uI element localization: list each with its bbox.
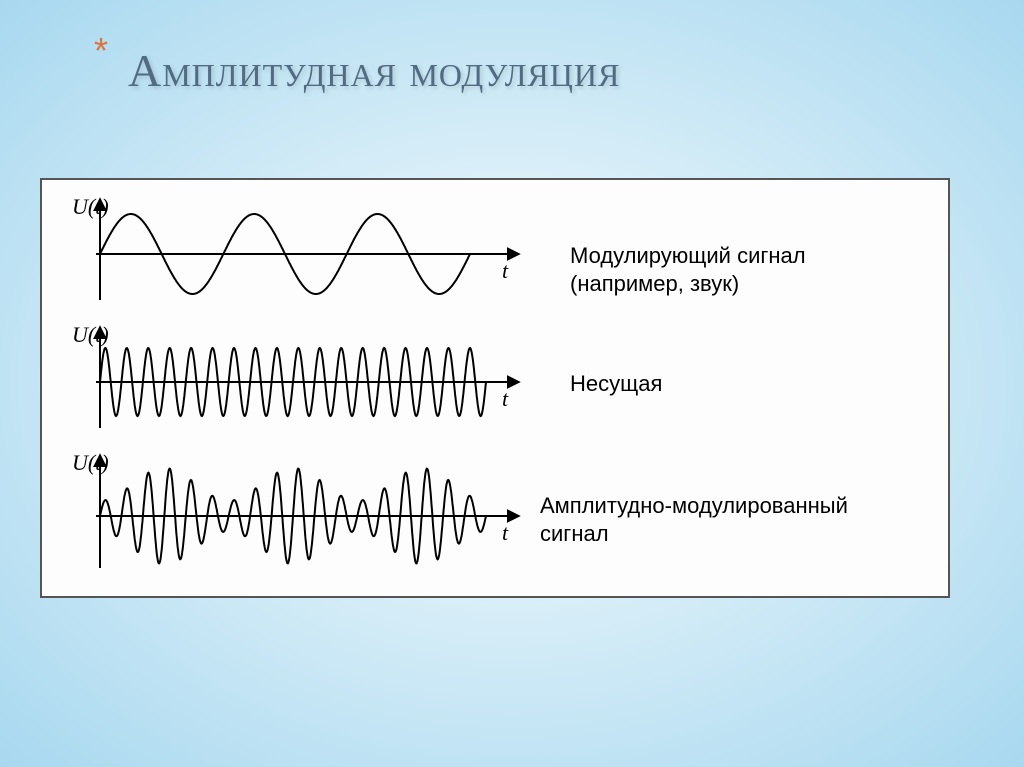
slide-title: Амплитудная модуляция — [128, 44, 620, 97]
label-am-line1: Амплитудно-модулированный — [540, 493, 848, 518]
x-axis-label: t — [502, 520, 509, 545]
panel-am: U(t) t — [70, 450, 530, 578]
x-axis-label: t — [502, 258, 509, 283]
label-carrier: Несущая — [570, 370, 662, 398]
modulating-wave-svg: U(t) t — [70, 194, 530, 310]
label-modulating: Модулирующий сигнал (например, звук) — [570, 242, 806, 297]
panel-carrier: U(t) t — [70, 322, 530, 438]
panel-modulating: U(t) t — [70, 194, 530, 310]
label-am-line2: сигнал — [540, 521, 609, 546]
label-modulating-line2: (например, звук) — [570, 271, 739, 296]
carrier-wave-svg: U(t) t — [70, 322, 530, 438]
title-asterisk: * — [94, 30, 108, 72]
diagram-box: U(t) t Модулирующий сигнал (например, зву… — [40, 178, 950, 598]
y-axis-label: U(t) — [72, 194, 109, 219]
y-axis-label: U(t) — [72, 450, 109, 475]
x-axis-label: t — [502, 386, 509, 411]
y-axis-label: U(t) — [72, 322, 109, 347]
label-am: Амплитудно-модулированный сигнал — [540, 492, 848, 547]
label-modulating-line1: Модулирующий сигнал — [570, 243, 806, 268]
label-carrier-line1: Несущая — [570, 371, 662, 396]
am-wave-svg: U(t) t — [70, 450, 530, 578]
